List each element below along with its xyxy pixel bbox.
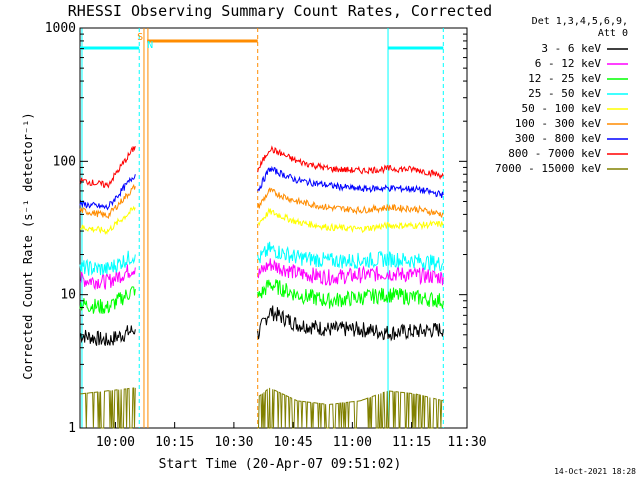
x-tick-label: 11:30	[447, 435, 486, 450]
series-line	[257, 279, 444, 309]
y-tick-label: 100	[53, 154, 76, 169]
legend-label: 800 - 7000 keV	[508, 147, 601, 160]
series-line	[257, 165, 444, 199]
series-line	[79, 250, 136, 276]
series-line	[257, 305, 444, 342]
series-line	[257, 207, 444, 234]
legend-label: 7000 - 15000 keV	[495, 162, 601, 175]
series-line	[257, 241, 444, 272]
series-line	[257, 258, 444, 286]
series-line	[257, 387, 444, 429]
y-tick-label: 1000	[45, 21, 76, 36]
series-line	[79, 325, 136, 346]
series-line	[79, 264, 136, 291]
series-line	[79, 286, 136, 315]
series-line	[257, 145, 444, 180]
series-line	[79, 145, 136, 189]
marker-s: S	[137, 32, 143, 43]
y-axis-label: Corrected Count Rate (s⁻¹ detector⁻¹)	[21, 112, 35, 379]
marker-n: N	[147, 40, 153, 51]
footer-date: 14-Oct-2021 18:28	[554, 467, 636, 476]
y-tick-label: 10	[60, 288, 76, 303]
x-tick-label: 11:00	[333, 435, 372, 450]
chart-title: RHESSI Observing Summary Count Rates, Co…	[68, 2, 492, 20]
x-tick-label: 10:45	[274, 435, 313, 450]
x-tick-label: 10:00	[96, 435, 135, 450]
x-tick-label: 11:15	[392, 435, 431, 450]
legend-header: Att 0	[598, 28, 628, 39]
series-line	[257, 187, 444, 219]
series-line	[79, 183, 136, 220]
legend-label: 300 - 800 keV	[515, 132, 601, 145]
legend: Det 1,3,4,5,6,9,Att 0 3 - 6 keV 6 - 12 keV…	[495, 16, 628, 175]
y-tick-label: 1	[68, 421, 76, 436]
legend-label: 6 - 12 keV	[535, 57, 602, 70]
y-axis: 1 10 100 1000	[45, 21, 467, 436]
series-line	[79, 174, 136, 211]
series-line	[79, 387, 136, 429]
legend-header: Det 1,3,4,5,6,9,	[532, 16, 628, 27]
legend-label: 50 - 100 keV	[522, 102, 602, 115]
legend-label: 12 - 25 keV	[528, 72, 601, 85]
legend-label: 100 - 300 keV	[515, 117, 601, 130]
x-axis-label: Start Time (20-Apr-07 09:51:02)	[159, 457, 402, 472]
x-tick-label: 10:15	[155, 435, 194, 450]
legend-label: 25 - 50 keV	[528, 87, 601, 100]
x-tick-label: 10:30	[214, 435, 253, 450]
legend-label: 3 - 6 keV	[541, 42, 601, 55]
x-axis: 10:00 10:15 10:30 10:45 11:00 11:15 11:30	[96, 422, 487, 450]
series-line	[80, 205, 136, 235]
plot-area: SN	[79, 27, 468, 429]
